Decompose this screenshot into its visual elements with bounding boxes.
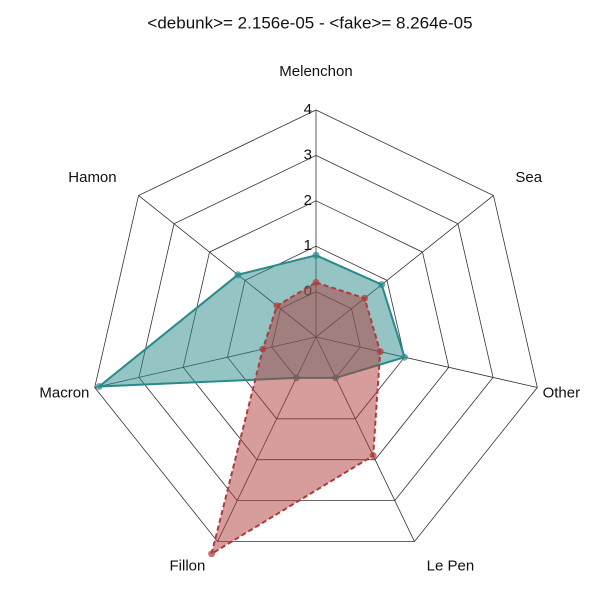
data-point	[312, 251, 320, 259]
category-label: Hamon	[68, 169, 116, 186]
data-point	[312, 279, 320, 287]
chart-title: <debunk>= 2.156e-05 - <fake>= 8.264e-05	[147, 13, 472, 32]
category-label: Fillon	[170, 558, 206, 575]
data-point	[401, 353, 409, 361]
tick-label: 1	[304, 237, 312, 254]
tick-label: 4	[304, 101, 312, 118]
data-point	[361, 294, 369, 302]
tick-label: 2	[304, 192, 312, 209]
data-point	[376, 348, 384, 356]
data-point	[259, 345, 267, 353]
tick-label: 3	[304, 146, 312, 163]
grid-ring	[138, 154, 494, 502]
grid-ring	[94, 109, 538, 542]
category-label: Other	[543, 385, 581, 402]
category-label: Sea	[515, 169, 542, 186]
data-point	[234, 271, 242, 279]
series-area	[210, 281, 382, 556]
category-label: Le Pen	[427, 558, 475, 575]
data-point	[208, 550, 216, 558]
data-point	[273, 302, 281, 310]
data-point	[369, 452, 377, 460]
data-point	[378, 281, 386, 289]
category-label: Macron	[39, 385, 89, 402]
category-label: Melenchon	[279, 63, 352, 80]
data-point	[95, 383, 103, 391]
